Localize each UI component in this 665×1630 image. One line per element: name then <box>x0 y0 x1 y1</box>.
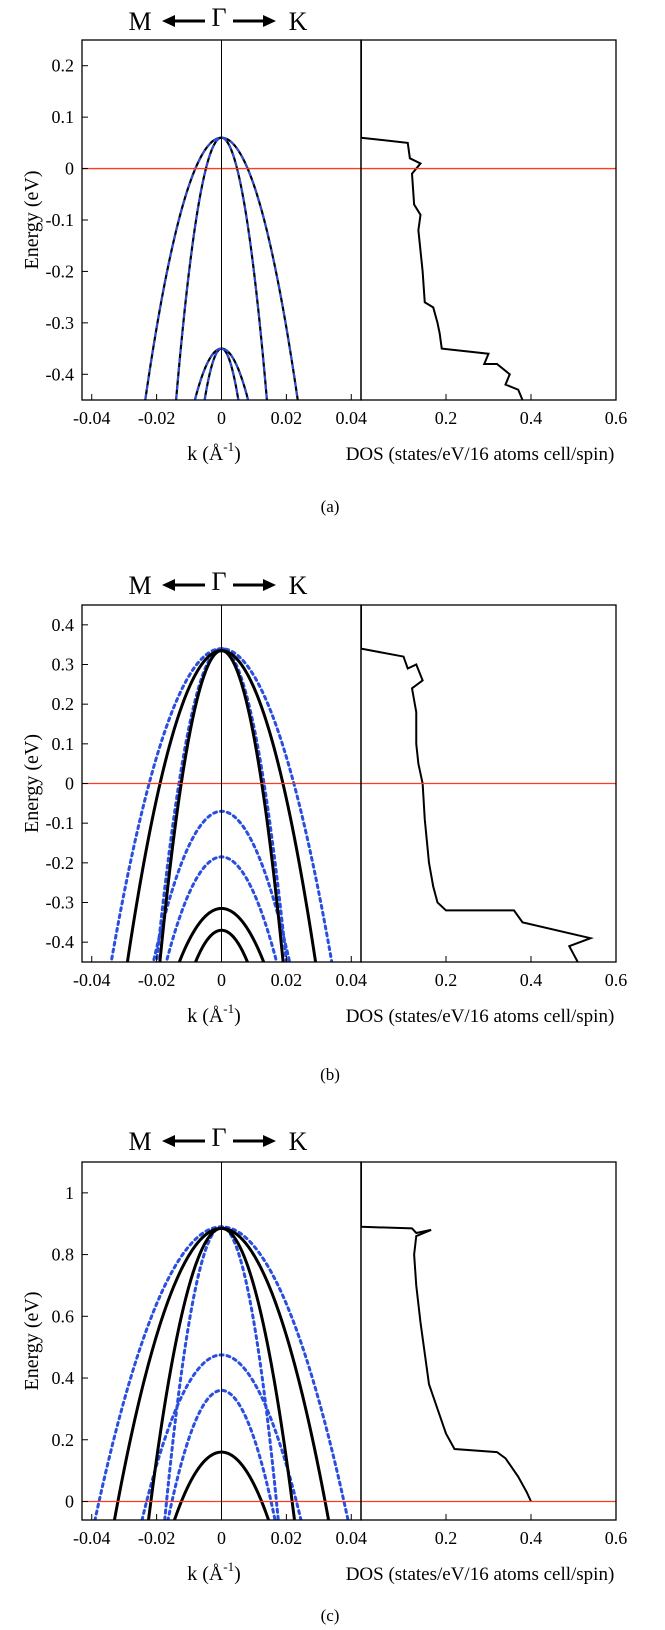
ytick-label: 0.4 <box>52 615 75 635</box>
panel-2: 0.4 0.3 0.2 0.1 0 -0.1 -0.2 -0.3 -0.4 -0.04 -0.02 0… <box>21 567 627 1084</box>
dos-curve <box>361 1162 532 1502</box>
ytick-label: 0 <box>65 774 74 794</box>
ytick-label: -0.4 <box>46 932 75 952</box>
dos-xtick-label: 0.2 <box>435 408 458 428</box>
ytick-label: 0.2 <box>52 1430 75 1450</box>
label-k: K <box>289 7 308 36</box>
dos-curve <box>361 40 524 400</box>
k-xtick-label: 0 <box>217 970 226 990</box>
k-axis-label: k (Å-1) <box>187 439 241 465</box>
ytick-label: -0.3 <box>46 893 75 913</box>
k-xtick-label: -0.04 <box>73 408 111 428</box>
panel-3: 1 0.8 0.6 0.4 0.2 0 -0.04 -0.02 0 0.02 0.04 0.2 0.4 0… <box>21 1123 627 1625</box>
dos-xtick-label: 0.2 <box>435 970 458 990</box>
dos-plot <box>361 40 524 400</box>
panel-caption: (c) <box>321 1606 340 1625</box>
k-label-end: ) <box>234 1563 241 1585</box>
label-k: K <box>289 571 308 600</box>
k-xtick-label: 0.04 <box>336 970 368 990</box>
dos-frame <box>360 39 617 401</box>
k-axis-label: k (Å-1) <box>187 1001 241 1027</box>
dos-xtick-label: 0.4 <box>520 970 543 990</box>
label-gamma: Γ <box>211 567 226 596</box>
arrow-left-head <box>162 579 175 591</box>
k-xtick-label: 0 <box>217 408 226 428</box>
label-k: K <box>289 1127 308 1156</box>
k-xtick-label: 0.02 <box>271 970 303 990</box>
k-xtick-label: -0.02 <box>138 1528 176 1548</box>
dos-xtick-label: 0.2 <box>435 1528 458 1548</box>
k-xtick-label: -0.04 <box>73 970 111 990</box>
dos-frame <box>360 1161 617 1521</box>
ytick-label: 0.1 <box>52 734 75 754</box>
ytick-label: 0.4 <box>52 1368 75 1388</box>
k-xtick-label: -0.02 <box>138 408 176 428</box>
y-axis-label: Energy (eV) <box>21 170 43 269</box>
dos-frame <box>360 604 617 963</box>
k-label-sup: -1 <box>223 1559 234 1574</box>
k-xtick-label: 0.02 <box>271 408 303 428</box>
k-label-sup: -1 <box>223 439 234 454</box>
k-label-end: ) <box>234 443 241 465</box>
dos-xtick-label: 0.6 <box>605 970 628 990</box>
k-label-end: ) <box>234 1005 241 1027</box>
ytick-label: 1 <box>65 1183 74 1203</box>
k-xtick-label: 0.04 <box>336 408 368 428</box>
dos-curve <box>361 605 594 962</box>
label-m: M <box>128 571 151 600</box>
k-label-main: k (Å <box>187 1005 224 1027</box>
y-axis-label: Energy (eV) <box>21 1291 43 1390</box>
dos-xtick-label: 0.4 <box>520 408 543 428</box>
ytick-label: -0.3 <box>46 313 75 333</box>
dotted-band-7 <box>193 347 250 400</box>
dotted-band-5 <box>144 136 299 400</box>
ytick-label: -0.2 <box>46 261 75 281</box>
k-axis-label: k (Å-1) <box>187 1559 241 1585</box>
ytick-label: 0 <box>65 159 74 179</box>
label-m: M <box>128 7 151 36</box>
k-xtick-label: 0.02 <box>271 1528 303 1548</box>
dos-plot <box>361 605 594 962</box>
dos-axis-label: DOS (states/eV/16 atoms cell/spin) <box>346 444 615 465</box>
panel-1: 0.2 0.1 0 -0.1 -0.2 -0.3 -0.4 -0.04 -0.02 0 0.02 0.… <box>21 3 627 516</box>
ytick-label: 0.8 <box>52 1245 75 1265</box>
y-axis-label: Energy (eV) <box>21 734 43 833</box>
dos-xtick-label: 0.4 <box>520 1528 543 1548</box>
k-xtick-label: -0.04 <box>73 1528 111 1548</box>
ytick-label: 0.3 <box>52 655 75 675</box>
ytick-label: 0 <box>65 1491 74 1511</box>
arrow-left-head <box>162 1135 175 1147</box>
ytick-label: -0.1 <box>46 210 75 230</box>
k-label-main: k (Å <box>187 443 224 465</box>
arrow-right-head <box>263 15 276 27</box>
dos-axis-label: DOS (states/eV/16 atoms cell/spin) <box>346 1564 615 1585</box>
ytick-label: -0.2 <box>46 853 75 873</box>
label-m: M <box>128 1127 151 1156</box>
dos-xtick-label: 0.6 <box>605 408 628 428</box>
label-gamma: Γ <box>211 3 226 32</box>
panel-caption: (b) <box>320 1065 340 1084</box>
ytick-label: 0.1 <box>52 107 75 127</box>
label-gamma: Γ <box>211 1123 226 1152</box>
ytick-label: -0.1 <box>46 813 75 833</box>
k-label-main: k (Å <box>187 1563 224 1585</box>
dos-xtick-label: 0.6 <box>605 1528 628 1548</box>
k-label-sup: -1 <box>223 1001 234 1016</box>
arrow-left-head <box>162 15 175 27</box>
ytick-label: -0.4 <box>46 364 75 384</box>
k-xtick-label: 0 <box>217 1528 226 1548</box>
ytick-label: 0.2 <box>52 694 75 714</box>
arrow-right-head <box>263 1135 276 1147</box>
dos-plot <box>361 1162 532 1502</box>
ytick-label: 0.6 <box>52 1306 75 1326</box>
dos-axis-label: DOS (states/eV/16 atoms cell/spin) <box>346 1006 615 1027</box>
panel-caption: (a) <box>321 497 340 516</box>
arrow-right-head <box>263 579 276 591</box>
k-xtick-label: 0.04 <box>336 1528 368 1548</box>
ytick-label: 0.2 <box>52 56 75 76</box>
k-xtick-label: -0.02 <box>138 970 176 990</box>
